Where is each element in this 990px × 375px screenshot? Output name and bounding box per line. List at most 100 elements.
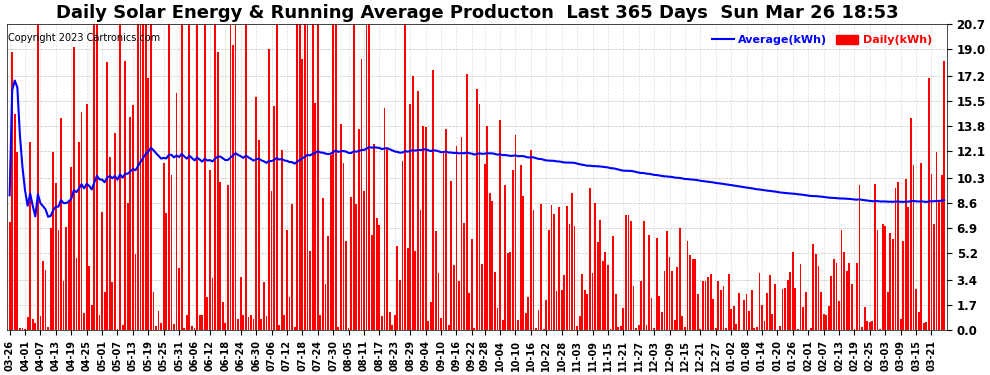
- Bar: [463, 224, 465, 330]
- Bar: [839, 301, 840, 330]
- Bar: [152, 292, 154, 330]
- Bar: [650, 297, 652, 330]
- Bar: [263, 282, 264, 330]
- Bar: [276, 24, 277, 330]
- Bar: [638, 325, 640, 330]
- Bar: [209, 170, 211, 330]
- Bar: [687, 241, 688, 330]
- Bar: [892, 239, 894, 330]
- Bar: [528, 297, 530, 330]
- Bar: [763, 321, 765, 330]
- Bar: [333, 24, 334, 330]
- Bar: [748, 311, 750, 330]
- Bar: [40, 316, 42, 330]
- Bar: [378, 225, 380, 330]
- Bar: [165, 213, 167, 330]
- Bar: [32, 319, 34, 330]
- Bar: [214, 24, 216, 330]
- Bar: [547, 230, 549, 330]
- Bar: [666, 231, 668, 330]
- Bar: [283, 315, 285, 330]
- Bar: [784, 288, 786, 330]
- Bar: [908, 207, 909, 330]
- Bar: [360, 59, 362, 330]
- Bar: [62, 281, 64, 330]
- Bar: [260, 319, 262, 330]
- Bar: [433, 70, 435, 330]
- Bar: [273, 106, 275, 330]
- Bar: [512, 170, 514, 330]
- Bar: [623, 308, 625, 330]
- Bar: [861, 327, 863, 330]
- Bar: [358, 129, 359, 330]
- Bar: [14, 114, 16, 330]
- Bar: [517, 321, 519, 330]
- Bar: [60, 118, 62, 330]
- Bar: [183, 328, 185, 330]
- Bar: [52, 153, 54, 330]
- Bar: [525, 313, 527, 330]
- Bar: [232, 45, 234, 330]
- Bar: [766, 293, 768, 330]
- Bar: [689, 255, 691, 330]
- Bar: [145, 24, 147, 330]
- Bar: [430, 302, 432, 330]
- Bar: [594, 203, 596, 330]
- Bar: [758, 273, 760, 330]
- Bar: [73, 48, 74, 330]
- Bar: [396, 246, 398, 330]
- Bar: [510, 252, 511, 330]
- Bar: [217, 51, 219, 330]
- Bar: [738, 293, 740, 330]
- Bar: [65, 227, 67, 330]
- Bar: [447, 325, 449, 330]
- Bar: [533, 210, 535, 330]
- Bar: [212, 278, 214, 330]
- Bar: [471, 239, 473, 330]
- Bar: [921, 164, 922, 330]
- Bar: [923, 323, 925, 330]
- Bar: [460, 137, 462, 330]
- Bar: [831, 276, 833, 330]
- Bar: [705, 281, 707, 330]
- Bar: [130, 117, 132, 330]
- Bar: [466, 74, 467, 330]
- Bar: [728, 274, 730, 330]
- Bar: [243, 315, 245, 330]
- Bar: [928, 78, 930, 330]
- Bar: [238, 320, 239, 330]
- Bar: [750, 290, 752, 330]
- Bar: [188, 24, 190, 330]
- Bar: [70, 167, 72, 330]
- Bar: [658, 296, 660, 330]
- Bar: [204, 24, 206, 330]
- Bar: [761, 305, 763, 330]
- Bar: [710, 274, 712, 330]
- Bar: [438, 273, 440, 330]
- Bar: [897, 182, 899, 330]
- Bar: [879, 329, 881, 330]
- Bar: [625, 215, 627, 330]
- Bar: [494, 272, 496, 330]
- Bar: [88, 266, 90, 330]
- Bar: [845, 270, 847, 330]
- Bar: [676, 267, 678, 330]
- Bar: [453, 265, 454, 330]
- Bar: [536, 328, 537, 330]
- Bar: [779, 326, 781, 330]
- Bar: [655, 238, 657, 330]
- Bar: [11, 52, 13, 330]
- Bar: [325, 284, 327, 330]
- Bar: [553, 214, 555, 330]
- Bar: [833, 258, 835, 330]
- Bar: [248, 318, 249, 330]
- Bar: [363, 190, 365, 330]
- Bar: [848, 264, 850, 330]
- Bar: [304, 24, 306, 330]
- Bar: [610, 329, 612, 330]
- Bar: [415, 251, 416, 330]
- Bar: [605, 252, 606, 330]
- Bar: [926, 322, 928, 330]
- Bar: [294, 327, 296, 330]
- Bar: [668, 257, 670, 330]
